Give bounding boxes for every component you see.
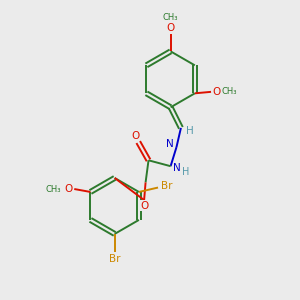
Text: H: H bbox=[182, 167, 190, 177]
Text: CH₃: CH₃ bbox=[163, 13, 178, 22]
Text: N: N bbox=[173, 163, 181, 173]
Text: Br: Br bbox=[109, 254, 120, 264]
Text: O: O bbox=[212, 87, 220, 97]
Text: Br: Br bbox=[161, 181, 172, 191]
Text: CH₃: CH₃ bbox=[221, 87, 237, 96]
Text: CH₃: CH₃ bbox=[45, 184, 61, 194]
Text: H: H bbox=[187, 126, 194, 136]
Text: N: N bbox=[166, 139, 174, 149]
Text: O: O bbox=[131, 130, 140, 141]
Text: O: O bbox=[140, 201, 148, 211]
Text: O: O bbox=[167, 23, 175, 33]
Text: O: O bbox=[64, 184, 73, 194]
